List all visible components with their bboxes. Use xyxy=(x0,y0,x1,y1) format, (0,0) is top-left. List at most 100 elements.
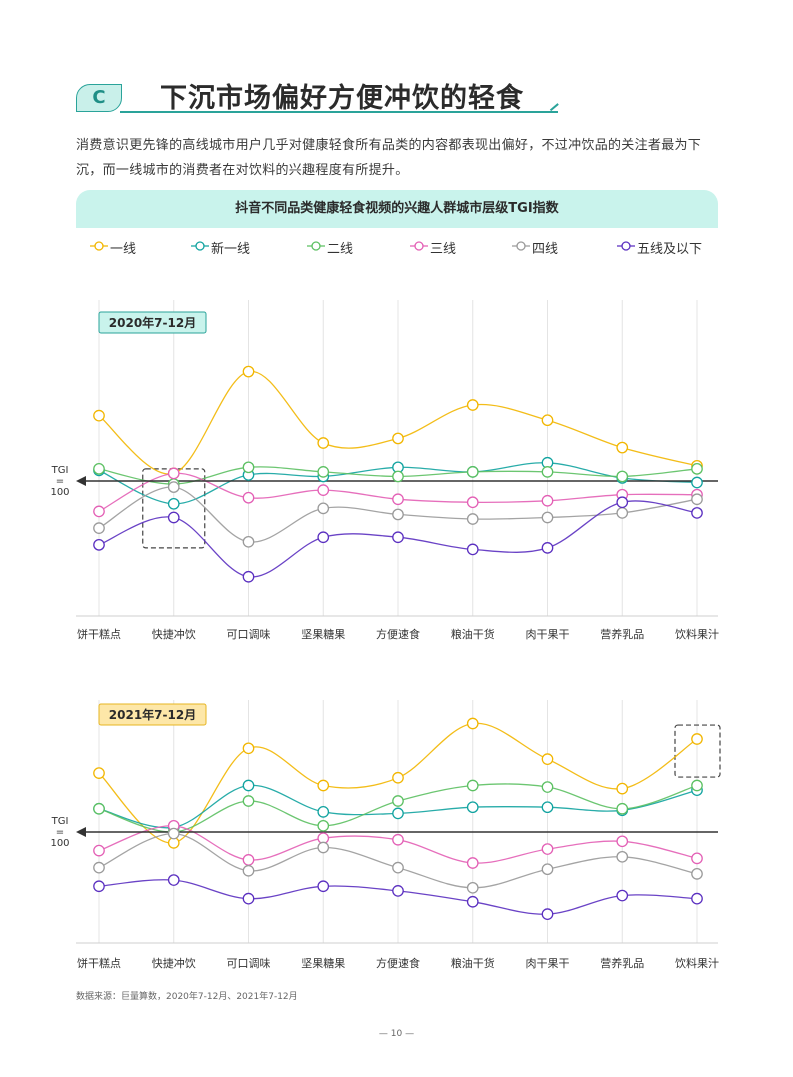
data-point xyxy=(167,827,180,840)
data-point xyxy=(616,507,629,519)
data-point xyxy=(93,538,105,551)
data-point xyxy=(466,399,479,411)
baseline-label: = xyxy=(56,476,64,487)
x-tick-label: 肉干果干 xyxy=(526,628,570,641)
data-point xyxy=(392,493,404,506)
x-tick-label: 方便速食 xyxy=(376,956,420,970)
data-point xyxy=(242,365,255,378)
legend-label: 三线 xyxy=(430,242,457,257)
page-number: — 10 — xyxy=(378,1029,415,1039)
data-point xyxy=(392,885,404,897)
legend-marker-icon xyxy=(307,241,325,251)
data-point xyxy=(541,863,554,876)
data-point xyxy=(691,779,703,792)
data-point xyxy=(317,531,330,544)
data-point xyxy=(317,484,330,496)
data-point xyxy=(242,779,255,792)
baseline-label: 100 xyxy=(50,487,69,498)
data-point xyxy=(691,868,703,880)
intro-paragraph: 消费意识更先锋的高线城市用户几乎对健康轻食所有品类的内容都表现出偏好，不过冲饮品… xyxy=(76,138,702,178)
data-point xyxy=(317,779,330,792)
x-tick-label: 坚果糖果 xyxy=(301,956,345,970)
heading-underline xyxy=(120,111,558,113)
data-point xyxy=(242,864,255,877)
section-header: C 下沉市场偏好方便冲饮的轻食 xyxy=(76,74,559,114)
data-source-note: 数据来源：巨量算数，2020年7-12月、2021年7-12月 xyxy=(76,992,298,1002)
legend-marker-icon xyxy=(512,241,530,251)
legend-label: 四线 xyxy=(532,242,559,257)
data-point xyxy=(691,493,703,506)
section-badge: C xyxy=(76,84,122,112)
data-point xyxy=(317,841,330,854)
data-point xyxy=(93,505,105,518)
legend-marker-icon xyxy=(191,241,209,251)
x-tick-label: 可口调味 xyxy=(227,957,271,970)
x-tick-label: 饮料果汁 xyxy=(675,956,719,970)
data-point xyxy=(466,801,479,814)
data-point xyxy=(541,753,554,766)
legend-marker-icon xyxy=(410,241,428,251)
data-point xyxy=(691,507,703,519)
data-point xyxy=(541,908,554,920)
x-tick-label: 可口调味 xyxy=(227,628,271,641)
heading-underline-tick xyxy=(549,103,559,111)
data-point xyxy=(392,833,404,846)
data-point xyxy=(317,437,330,449)
legend-label: 二线 xyxy=(327,242,354,257)
data-point xyxy=(93,409,105,422)
line-chart-2021: 2021年7-12月 TGI=100 饼干糕点 快捷冲饮 可口调味 坚果糖果 方便速食 粮油干… xyxy=(50,700,721,970)
x-tick-label: 粮油干货 xyxy=(451,956,495,970)
data-point xyxy=(167,467,180,480)
data-point xyxy=(541,542,554,554)
data-point xyxy=(616,470,629,483)
x-tick-label: 饮料果汁 xyxy=(675,627,719,641)
x-tick-label: 方便速食 xyxy=(376,627,420,641)
data-point xyxy=(541,494,554,507)
data-point xyxy=(392,771,404,784)
data-point xyxy=(93,844,105,857)
period-label: 2020年7-12月 xyxy=(109,315,196,330)
data-point xyxy=(466,881,479,894)
baseline-label: TGI xyxy=(51,465,69,476)
baseline-label: 100 xyxy=(50,838,69,849)
data-point xyxy=(466,857,479,869)
data-point xyxy=(242,795,255,807)
data-point xyxy=(242,461,255,474)
data-point xyxy=(167,497,180,510)
baseline-arrow-icon xyxy=(76,476,86,486)
data-point xyxy=(93,767,105,779)
data-point xyxy=(392,508,404,521)
data-point xyxy=(616,782,629,795)
data-point xyxy=(167,481,180,493)
x-tick-label: 营养乳品 xyxy=(600,956,644,970)
data-point xyxy=(541,781,554,793)
data-point xyxy=(392,795,404,807)
data-point xyxy=(466,543,479,556)
data-point xyxy=(242,892,255,905)
x-tick-label: 快捷冲饮 xyxy=(152,627,196,641)
data-point xyxy=(466,466,479,478)
data-point xyxy=(317,466,330,478)
page-title: 下沉市场偏好方便冲饮的轻食 xyxy=(160,83,524,114)
data-point xyxy=(541,801,554,814)
period-badge: 2021年7-12月 xyxy=(98,703,207,726)
data-point xyxy=(541,414,554,427)
data-point xyxy=(466,779,479,792)
period-badge: 2020年7-12月 xyxy=(98,311,207,334)
data-point xyxy=(392,861,404,874)
x-tick-label: 营养乳品 xyxy=(600,627,644,641)
data-point xyxy=(93,802,105,815)
legend-label: 新一线 xyxy=(211,242,251,257)
data-point xyxy=(541,843,554,855)
data-point xyxy=(317,880,330,893)
data-point xyxy=(242,535,255,548)
data-point xyxy=(167,874,180,886)
x-tick-label: 肉干果干 xyxy=(526,957,570,970)
baseline-label: = xyxy=(56,827,64,838)
data-point xyxy=(317,806,330,818)
data-point xyxy=(93,880,105,893)
highlight-box xyxy=(674,724,721,778)
baseline-arrow-icon xyxy=(76,827,86,837)
line-chart-2020: 2020年7-12月 TGI=100 饼干糕点 快捷冲饮 可口调味 坚果糖果 方便速食 粮油干… xyxy=(50,300,719,641)
x-tick-label: 饼干糕点 xyxy=(77,627,121,641)
